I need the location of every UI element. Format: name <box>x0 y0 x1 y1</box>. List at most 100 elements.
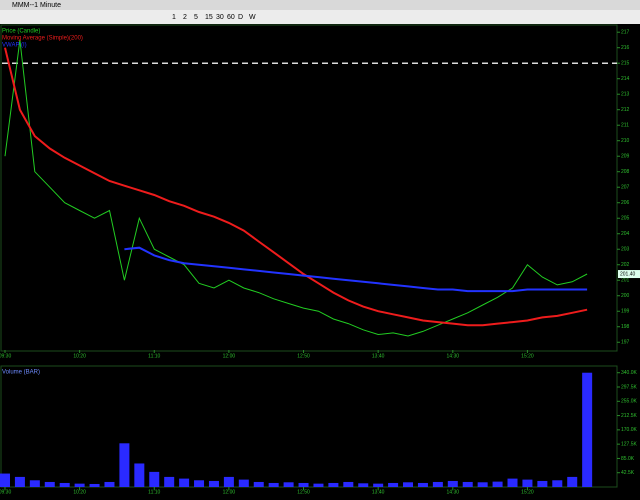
volume-bar <box>0 473 10 487</box>
volume-bar <box>119 443 130 487</box>
volume-bar <box>164 476 175 487</box>
volume-bar <box>59 482 70 487</box>
volume-bar <box>104 481 115 487</box>
interval-button[interactable]: W <box>249 14 256 21</box>
y-tick-label: 255.0K <box>621 399 638 405</box>
volume-bar <box>492 481 503 487</box>
volume-bar <box>74 483 85 487</box>
legend-entry: Price (Candle) <box>2 29 40 35</box>
volume-bar <box>328 482 339 487</box>
y-tick-label: 207 <box>621 185 630 191</box>
volume-bar <box>403 482 414 487</box>
interval-button[interactable]: 5 <box>194 14 198 21</box>
volume-bar <box>223 476 234 487</box>
y-tick-label: 170.0K <box>621 427 638 433</box>
interval-button[interactable]: 1 <box>172 14 176 21</box>
y-tick-label: 127.5K <box>621 441 638 447</box>
interval-button[interactable]: 60 <box>227 14 235 21</box>
series-line <box>124 246 588 293</box>
legend-entry: VWAP (I) <box>2 43 27 49</box>
volume-bar <box>134 463 145 487</box>
y-tick-label: 214 <box>621 76 630 82</box>
y-tick-label: 201 <box>621 278 630 284</box>
volume-bar <box>582 372 593 487</box>
volume-bar <box>388 482 399 487</box>
volume-pane <box>0 365 618 488</box>
last-price-label: 201.40 <box>620 271 636 277</box>
y-tick-label: 213 <box>621 92 630 98</box>
y-tick-label: 205 <box>621 216 630 222</box>
price-pane <box>0 24 618 352</box>
x-tick-label: 09:30 <box>0 353 11 359</box>
x-tick-label: 10:20 <box>73 489 86 495</box>
y-tick-label: 203 <box>621 247 630 253</box>
volume-bar <box>194 480 205 487</box>
y-tick-label: 211 <box>621 123 629 129</box>
volume-title: Volume (BAR) <box>2 370 40 376</box>
volume-bar <box>268 482 279 487</box>
volume-bar <box>89 483 100 487</box>
volume-bar <box>179 478 190 487</box>
volume-bar <box>477 482 488 487</box>
volume-bar <box>29 480 40 487</box>
x-tick-label: 10:20 <box>73 353 86 359</box>
volume-bar <box>507 478 518 487</box>
last-price-box <box>618 270 640 279</box>
volume-bar <box>417 482 428 487</box>
y-tick-label: 204 <box>621 231 630 237</box>
y-tick-label: 199 <box>621 309 630 315</box>
volume-bar <box>149 471 160 487</box>
volume-bar <box>447 480 458 487</box>
x-tick-label: 12:50 <box>297 353 310 359</box>
volume-bar <box>14 476 25 487</box>
y-tick-label: 197 <box>621 340 630 346</box>
y-tick-label: 340.0K <box>621 370 638 376</box>
y-tick-label: 210 <box>621 138 630 144</box>
y-tick-label: 208 <box>621 169 630 175</box>
x-tick-label: 14:30 <box>447 353 460 359</box>
interval-button[interactable]: D <box>238 14 243 21</box>
y-tick-label: 198 <box>621 324 630 330</box>
volume-bar <box>313 483 324 487</box>
y-tick-label: 216 <box>621 45 630 51</box>
y-tick-label: 202 <box>621 262 630 268</box>
interval-button[interactable]: 30 <box>216 14 224 21</box>
x-tick-label: 13:40 <box>372 353 385 359</box>
y-tick-label: 85.0K <box>621 456 635 462</box>
volume-bar <box>208 480 219 487</box>
x-tick-label: 13:40 <box>372 489 385 495</box>
y-tick-label: 212 <box>621 107 630 113</box>
x-tick-label: 14:30 <box>447 489 460 495</box>
interval-button[interactable]: 2 <box>183 14 187 21</box>
x-tick-label: 12:50 <box>297 489 310 495</box>
volume-bar <box>283 482 294 487</box>
volume-bar <box>298 482 309 487</box>
volume-bar <box>462 481 473 487</box>
title-bar <box>0 0 640 10</box>
y-tick-label: 217 <box>621 30 630 36</box>
interval-button[interactable]: 15 <box>205 14 213 21</box>
y-tick-label: 206 <box>621 200 630 206</box>
y-tick-label: 200 <box>621 293 630 299</box>
volume-bar <box>253 481 264 487</box>
volume-bar <box>537 480 548 487</box>
x-tick-label: 12:00 <box>223 353 236 359</box>
legend-entry: Moving Average (Simple)(200) <box>2 36 83 42</box>
x-tick-label: 12:00 <box>223 489 236 495</box>
volume-bar <box>432 481 443 487</box>
series-line <box>4 47 588 327</box>
volume-bar <box>373 483 384 487</box>
toolbar <box>0 10 640 24</box>
window-title: MMM--1 Minute <box>12 2 61 9</box>
y-tick-label: 297.5K <box>621 384 638 390</box>
volume-bar <box>552 480 563 487</box>
x-tick-label: 15:20 <box>521 489 534 495</box>
volume-bar <box>343 481 354 487</box>
volume-bar <box>522 479 533 487</box>
volume-bar <box>358 483 369 487</box>
x-tick-label: 11:10 <box>148 353 160 359</box>
y-tick-label: 215 <box>621 61 630 67</box>
volume-bar <box>44 481 55 487</box>
